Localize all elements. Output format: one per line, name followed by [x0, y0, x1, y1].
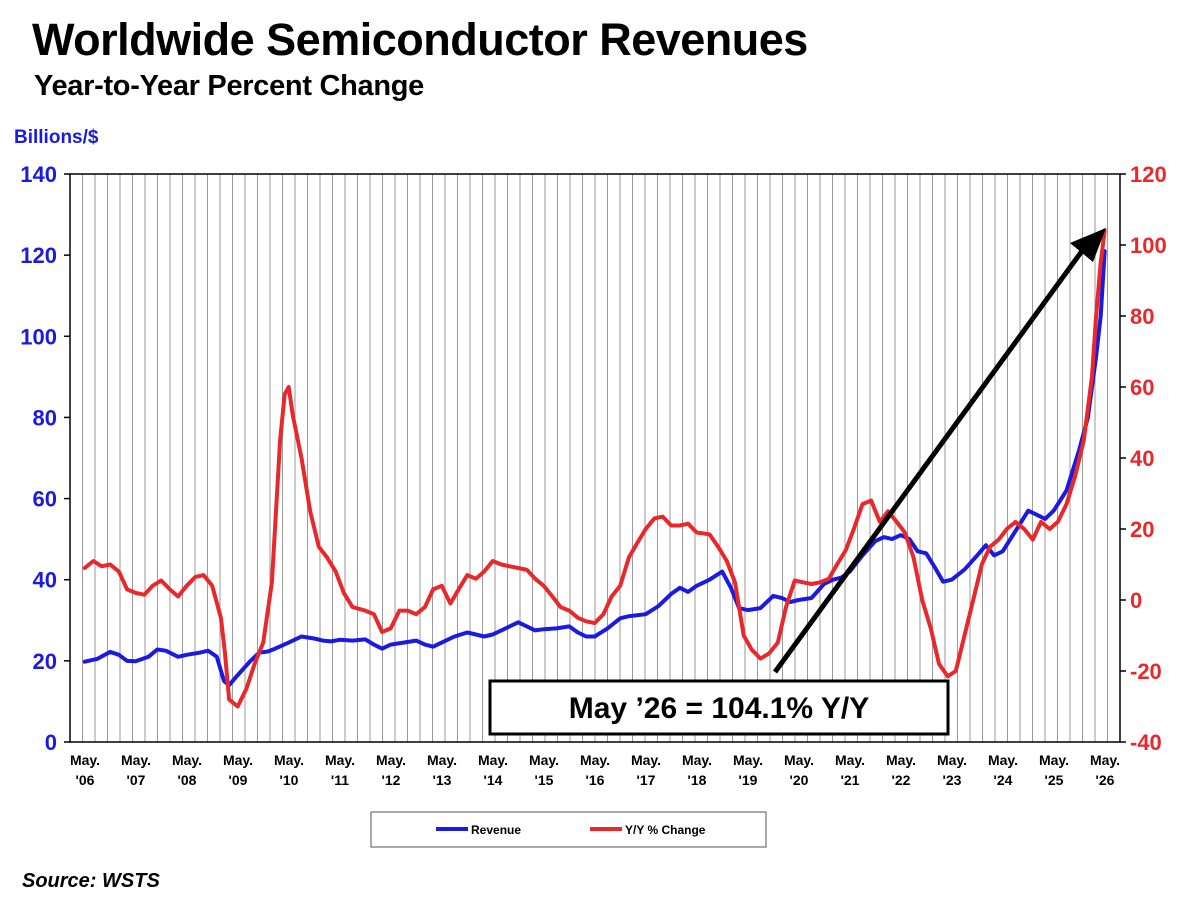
series-lines [82, 228, 1107, 709]
x-tick-label-month: May. [172, 752, 202, 768]
x-tick-label-month: May. [784, 752, 814, 768]
y-right-tick-label: -20 [1130, 659, 1162, 684]
x-tick-label-month: May. [70, 752, 100, 768]
series-line-revenue [82, 249, 1107, 688]
y-axis-right: -40 -20 0 20 40 60 80 100 120 [1120, 162, 1167, 755]
chart-subtitle: Year-to-Year Percent Change [34, 70, 424, 102]
y-left-tick-label: 120 [20, 243, 57, 268]
x-tick-label-year: '26 [1096, 772, 1115, 788]
legend: Revenue Y/Y % Change [370, 811, 767, 848]
x-tick-label-month: May. [886, 752, 916, 768]
y-left-tick-label: 20 [33, 649, 57, 674]
x-tick-label-month: May. [478, 752, 508, 768]
x-tick-label-month: May. [988, 752, 1018, 768]
y-right-tick-label: 80 [1130, 304, 1154, 329]
series-line-yoy-change [82, 228, 1107, 709]
x-tick-label-month: May. [274, 752, 304, 768]
x-tick-label-month: May. [325, 752, 355, 768]
y-left-tick-label: 140 [20, 162, 57, 187]
x-tick-label-year: '10 [280, 772, 299, 788]
x-tick-label-month: May. [427, 752, 457, 768]
x-tick-label-month: May. [223, 752, 253, 768]
x-tick-label-year: '12 [382, 772, 401, 788]
source-note: Source: WSTS [22, 870, 160, 892]
x-tick-label-year: '07 [127, 772, 146, 788]
x-tick-label-month: May. [682, 752, 712, 768]
x-tick-label-month: May. [121, 752, 151, 768]
x-tick-label-year: '21 [841, 772, 860, 788]
y-left-tick-label: 100 [20, 324, 57, 349]
x-tick-label-year: '09 [229, 772, 248, 788]
y-right-tick-label: 20 [1130, 517, 1154, 542]
x-tick-label-year: '24 [994, 772, 1013, 788]
legend-yoy-label: Y/Y % Change [625, 823, 706, 837]
x-tick-label-year: '13 [433, 772, 452, 788]
x-tick-label-month: May. [1090, 752, 1120, 768]
x-tick-label-month: May. [529, 752, 559, 768]
x-tick-label-year: '19 [739, 772, 758, 788]
x-tick-label-month: May. [937, 752, 967, 768]
x-tick-label-year: '20 [790, 772, 809, 788]
y-right-tick-label: 60 [1130, 375, 1154, 400]
y-axis-left: 0 20 40 60 80 100 120 140 [20, 162, 70, 755]
x-tick-label-year: '23 [943, 772, 962, 788]
legend-box [370, 811, 767, 848]
x-tick-label-month: May. [580, 752, 610, 768]
y-right-tick-label: 40 [1130, 446, 1154, 471]
y-right-tick-label: -40 [1130, 730, 1162, 755]
x-tick-label-year: '17 [637, 772, 656, 788]
x-tick-label-month: May. [733, 752, 763, 768]
annotation-text: May ’26 = 104.1% Y/Y [569, 692, 869, 725]
legend-revenue-label: Revenue [471, 823, 521, 837]
x-axis: May. '06 May. '07 May. '08 May. '09 May. '10 May. '… [70, 752, 1120, 788]
chart-title: Worldwide Semiconductor Revenues [32, 14, 808, 65]
x-tick-label-month: May. [1039, 752, 1069, 768]
y-right-tick-label: 0 [1130, 588, 1142, 613]
grid [82, 174, 1108, 742]
x-tick-label-year: '14 [484, 772, 503, 788]
y-axis-left-label: Billions/$ [14, 127, 99, 148]
x-tick-label-year: '11 [331, 772, 349, 788]
x-tick-label-month: May. [835, 752, 865, 768]
y-left-tick-label: 40 [33, 568, 57, 593]
x-tick-label-year: '15 [535, 772, 554, 788]
x-tick-label-year: '08 [178, 772, 197, 788]
x-tick-label-year: '06 [76, 772, 95, 788]
x-tick-label-year: '18 [688, 772, 707, 788]
x-tick-label-year: '16 [586, 772, 605, 788]
x-tick-label-year: '25 [1045, 772, 1064, 788]
x-tick-label-month: May. [631, 752, 661, 768]
y-right-tick-label: 100 [1130, 233, 1167, 258]
y-right-tick-label: 120 [1130, 162, 1167, 187]
y-left-tick-label: 60 [33, 487, 57, 512]
annotation-arrow [772, 228, 1106, 674]
annotation-callout: May ’26 = 104.1% Y/Y [488, 679, 950, 736]
y-left-tick-label: 80 [33, 405, 57, 430]
y-left-tick-label: 0 [45, 730, 57, 755]
x-tick-label-year: '22 [892, 772, 911, 788]
x-tick-label-month: May. [376, 752, 406, 768]
